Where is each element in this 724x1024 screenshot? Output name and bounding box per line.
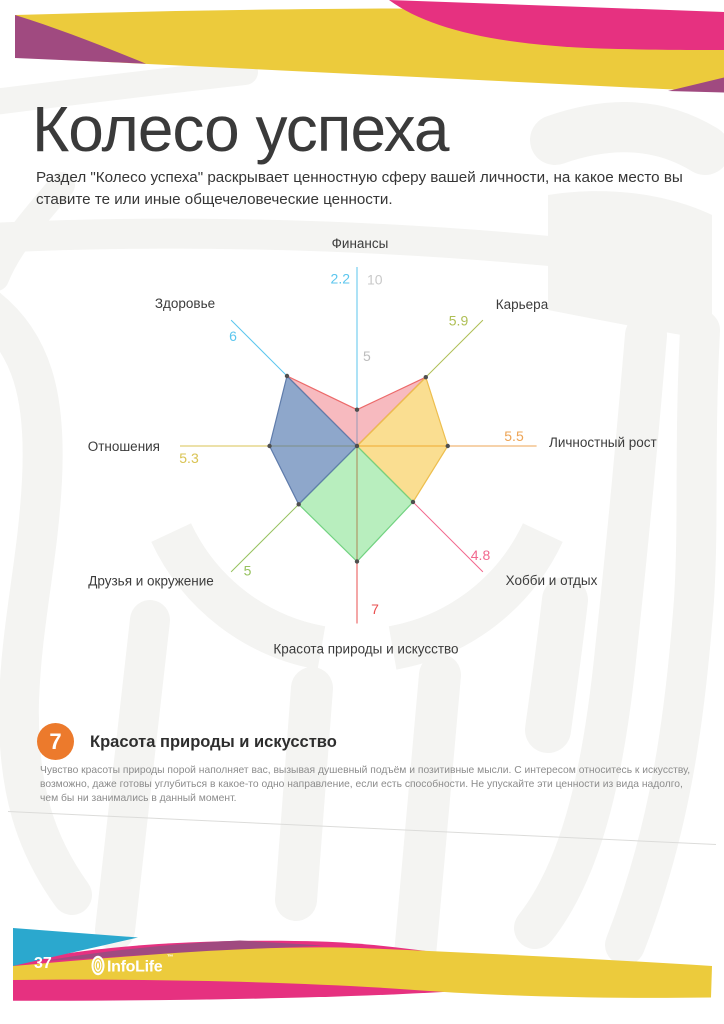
svg-text:6: 6	[229, 328, 237, 344]
svg-text:5.5: 5.5	[504, 428, 524, 444]
svg-text:™: ™	[167, 954, 174, 961]
svg-text:Друзья и окружение: Друзья и окружение	[88, 574, 214, 589]
svg-text:7: 7	[371, 601, 379, 617]
svg-text:Здоровье: Здоровье	[155, 296, 215, 311]
svg-text:Красота природы и искусство: Красота природы и искусство	[273, 642, 458, 657]
svg-text:5: 5	[363, 348, 371, 364]
svg-text:5.3: 5.3	[179, 450, 199, 466]
svg-text:2.2: 2.2	[331, 271, 351, 287]
svg-text:4.8: 4.8	[471, 547, 491, 563]
svg-text:5: 5	[244, 563, 252, 579]
svg-text:Финансы: Финансы	[332, 236, 389, 251]
svg-text:InfoLife: InfoLife	[107, 959, 163, 976]
svg-text:Карьера: Карьера	[496, 297, 549, 312]
svg-text:5.9: 5.9	[449, 313, 469, 329]
svg-text:10: 10	[367, 272, 383, 288]
svg-text:Личностный рост: Личностный рост	[549, 435, 657, 450]
svg-text:Хобби и отдых: Хобби и отдых	[506, 573, 598, 588]
svg-text:Отношения: Отношения	[88, 439, 160, 454]
